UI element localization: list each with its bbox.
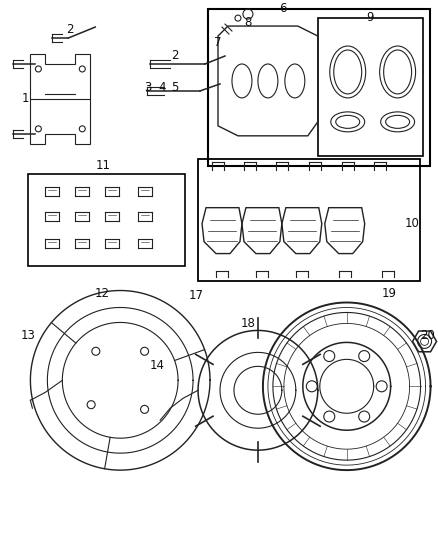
Bar xyxy=(208,9,430,166)
Text: 18: 18 xyxy=(240,317,255,330)
Text: 3: 3 xyxy=(145,82,152,94)
Text: 14: 14 xyxy=(150,359,165,372)
Bar xyxy=(28,174,185,265)
Text: 9: 9 xyxy=(366,11,374,23)
Bar xyxy=(318,18,423,156)
Text: 19: 19 xyxy=(382,287,397,300)
Text: 2: 2 xyxy=(171,50,179,62)
Text: 4: 4 xyxy=(159,82,166,94)
Text: 10: 10 xyxy=(405,217,420,230)
Text: 6: 6 xyxy=(279,2,286,14)
Bar xyxy=(198,159,420,280)
Text: 17: 17 xyxy=(188,289,204,302)
Text: 12: 12 xyxy=(95,287,110,300)
Text: 1: 1 xyxy=(21,92,29,106)
Text: 2: 2 xyxy=(67,22,74,36)
Text: 5: 5 xyxy=(171,82,179,94)
Text: 20: 20 xyxy=(420,329,435,342)
Text: 8: 8 xyxy=(244,15,251,29)
Text: 13: 13 xyxy=(21,329,36,342)
Text: 11: 11 xyxy=(96,159,111,172)
Text: 7: 7 xyxy=(214,36,222,49)
